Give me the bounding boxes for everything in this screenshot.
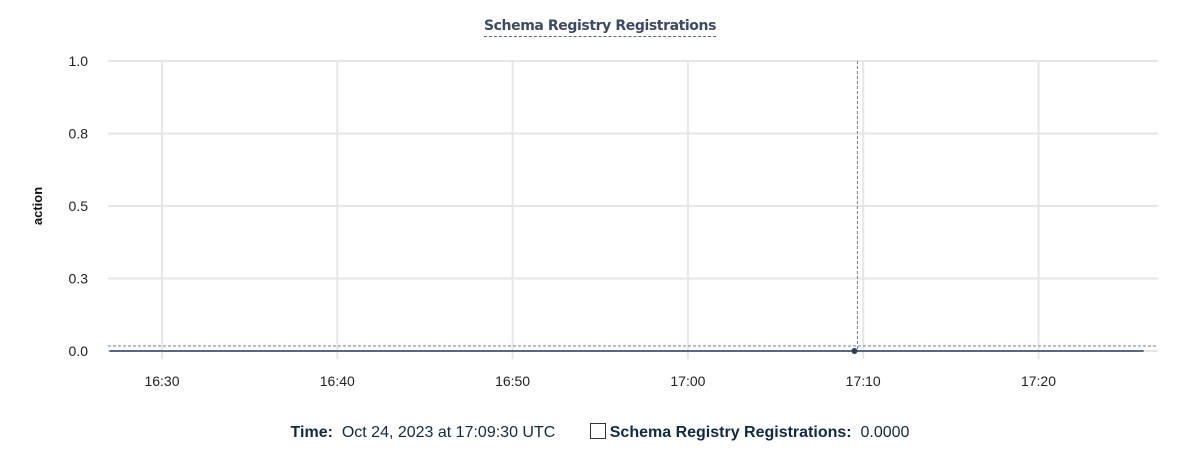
hover-legend: Time: Oct 24, 2023 at 17:09:30 UTC Schem… xyxy=(0,423,1200,442)
chart-title: Schema Registry Registrations xyxy=(0,17,1200,37)
time-label: Time: xyxy=(290,424,333,441)
series-toggle-checkbox[interactable] xyxy=(589,423,606,439)
y-tick-label: 0.3 xyxy=(69,271,89,287)
chart-title-text[interactable]: Schema Registry Registrations xyxy=(483,18,716,37)
y-tick-label: 0.0 xyxy=(69,343,89,359)
y-tick-label: 1.0 xyxy=(69,53,89,69)
time-value: Oct 24, 2023 at 17:09:30 UTC xyxy=(341,424,556,441)
x-tick-label: 17:00 xyxy=(670,373,705,389)
x-tick-label: 16:30 xyxy=(144,373,179,389)
series-value: 0.0000 xyxy=(860,424,910,441)
y-tick-label: 0.8 xyxy=(69,126,89,142)
x-tick-label: 17:10 xyxy=(846,373,881,389)
x-tick-label: 17:20 xyxy=(1021,373,1056,389)
hover-point xyxy=(851,348,858,354)
series-label: Schema Registry Registrations: xyxy=(609,424,852,441)
x-tick-label: 16:50 xyxy=(495,373,530,389)
y-axis-label: action xyxy=(30,187,45,225)
y-tick-label: 0.5 xyxy=(69,198,89,214)
x-tick-label: 16:40 xyxy=(320,373,355,389)
